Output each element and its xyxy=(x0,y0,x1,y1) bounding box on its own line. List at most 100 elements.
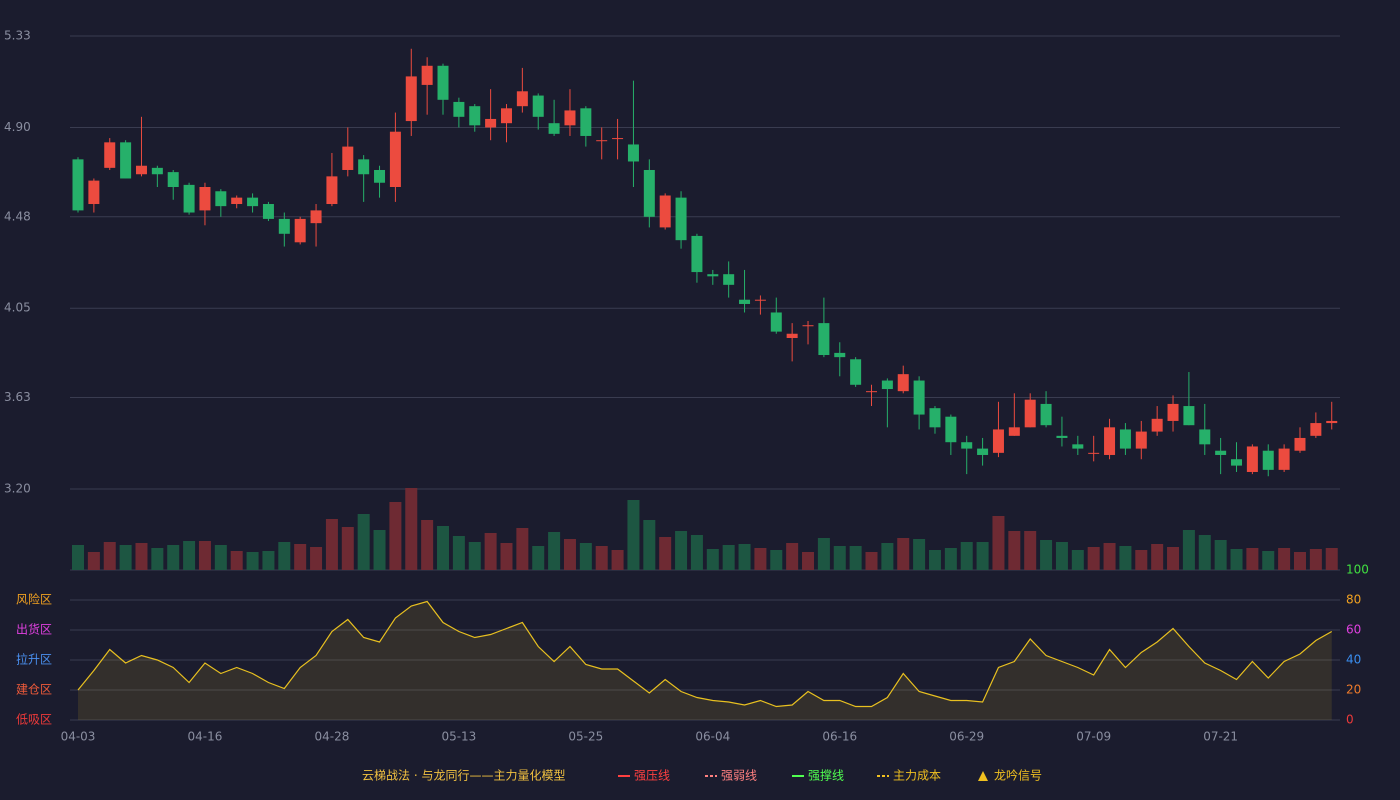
candle-body xyxy=(612,138,624,140)
volume-bar xyxy=(722,545,735,570)
zone-label: 建仓区 xyxy=(16,683,52,697)
x-tick-label: 04-28 xyxy=(314,730,349,744)
candle-body xyxy=(151,167,163,175)
candle-body xyxy=(754,299,766,301)
candle-body xyxy=(596,140,608,142)
candle-body xyxy=(818,323,830,356)
candle-body xyxy=(770,312,782,332)
volume-bar xyxy=(928,550,941,570)
candle-body xyxy=(1310,423,1322,436)
candle-body xyxy=(1040,403,1052,426)
volume-bar xyxy=(1119,546,1132,570)
x-tick-label: 07-09 xyxy=(1076,730,1111,744)
candle-body xyxy=(802,325,814,327)
volume-bar xyxy=(119,545,132,570)
volume-bar xyxy=(944,548,957,570)
candle-body xyxy=(88,180,100,205)
candle-body xyxy=(866,391,877,393)
volume-bar xyxy=(786,543,799,570)
candle-body xyxy=(437,65,449,100)
volume-bar xyxy=(754,548,767,570)
volume-bar xyxy=(659,537,672,570)
candle-body xyxy=(532,95,544,117)
volume-bar xyxy=(690,535,703,570)
candle-body xyxy=(675,197,687,241)
volume-bar xyxy=(1024,531,1037,570)
candle-body xyxy=(1024,399,1036,428)
volume-bar xyxy=(294,544,307,570)
volume-bar xyxy=(1293,552,1306,570)
volume-bar xyxy=(214,545,227,570)
y-tick-label: 80 xyxy=(1346,593,1361,607)
x-tick-label: 04-16 xyxy=(188,730,223,744)
volume-bar xyxy=(1198,535,1211,570)
volume-bar xyxy=(341,527,354,570)
x-tick-label: 07-21 xyxy=(1203,730,1238,744)
candle-body xyxy=(120,142,132,179)
candle-body xyxy=(215,191,227,207)
volume-bar xyxy=(500,543,513,570)
candle-body xyxy=(659,195,671,228)
volume-bar xyxy=(849,546,862,570)
volume-bar xyxy=(230,551,243,570)
volume-bar xyxy=(516,528,529,570)
volume-bar xyxy=(1230,549,1243,570)
x-tick-label: 06-29 xyxy=(949,730,984,744)
volume-bar xyxy=(1040,540,1053,570)
candle-body xyxy=(627,144,639,162)
candle-body xyxy=(516,91,528,107)
candle-body xyxy=(707,274,719,277)
volume-bar xyxy=(437,526,450,570)
candle-body xyxy=(326,176,338,205)
candle-body xyxy=(405,76,417,122)
volume-bar xyxy=(738,544,751,570)
candle-body xyxy=(342,146,354,170)
candle-body xyxy=(485,118,497,128)
candle-body xyxy=(929,408,941,428)
volume-bar xyxy=(452,536,465,570)
candle-body xyxy=(1199,429,1211,445)
candle-body xyxy=(167,172,179,187)
candle-body xyxy=(1231,459,1243,466)
y-tick-label: 3.20 xyxy=(4,482,31,496)
candle-body xyxy=(881,380,893,390)
volume-bar xyxy=(246,552,259,570)
candle-body xyxy=(199,187,211,211)
candle-body xyxy=(183,184,195,213)
candle-body xyxy=(977,448,989,455)
volume-bar xyxy=(563,539,576,570)
candle-body xyxy=(834,352,846,358)
candle-body xyxy=(1183,406,1195,426)
candle-body xyxy=(1119,429,1131,449)
y-tick-label: 4.48 xyxy=(4,209,31,223)
candle-body xyxy=(1072,444,1084,449)
legend-label: 龙吟信号 xyxy=(994,768,1042,783)
volume-bar xyxy=(421,520,434,570)
candle-body xyxy=(262,204,274,219)
legend-label: 强压线 xyxy=(634,769,670,783)
volume-bar xyxy=(627,500,640,570)
volume-bar xyxy=(262,551,275,570)
candle-body xyxy=(913,380,925,415)
x-tick-label: 06-04 xyxy=(695,730,730,744)
candle-body xyxy=(278,218,290,234)
candle-body xyxy=(72,159,84,211)
volume-bar xyxy=(881,543,894,570)
volume-bar xyxy=(1103,543,1116,570)
volume-bar xyxy=(532,546,545,570)
candle-body xyxy=(374,169,386,183)
x-tick-label: 04-03 xyxy=(61,730,96,744)
volume-bar xyxy=(833,546,846,570)
volume-bar xyxy=(183,541,196,570)
candle-body xyxy=(310,210,322,224)
volume-bar xyxy=(310,547,323,570)
candle-body xyxy=(691,235,703,273)
volume-bar xyxy=(1151,544,1164,570)
candle-body xyxy=(564,110,576,126)
volume-bar xyxy=(1325,548,1338,570)
volume-bar xyxy=(611,550,624,570)
volume-bar xyxy=(579,543,592,570)
volume-bar xyxy=(1087,547,1100,570)
volume-bar xyxy=(72,545,84,570)
